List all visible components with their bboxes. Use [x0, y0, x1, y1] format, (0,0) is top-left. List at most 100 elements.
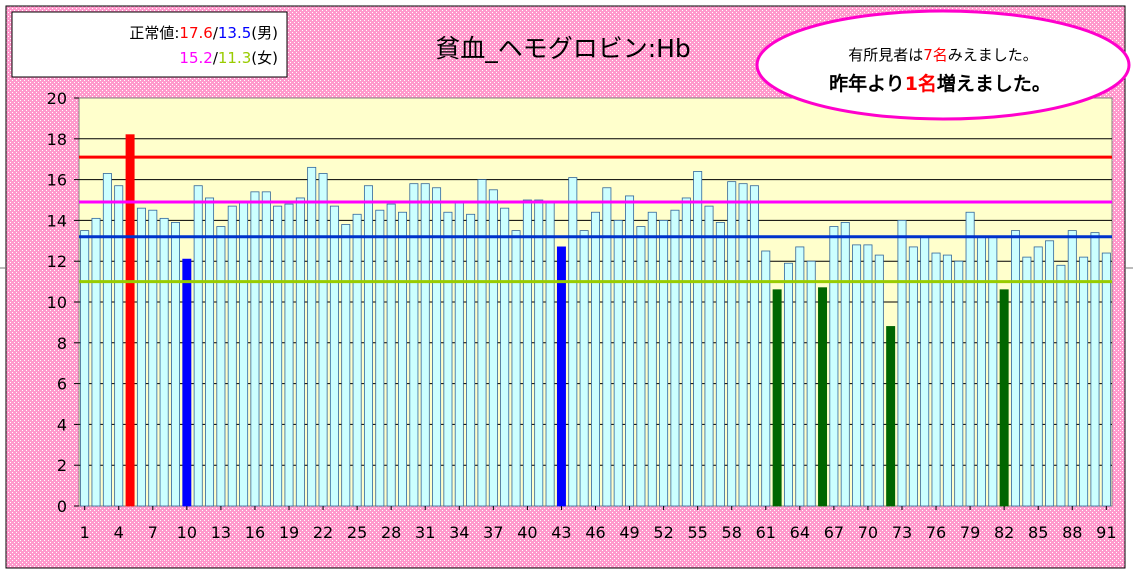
female-high-value: 15.2	[179, 49, 212, 67]
bar	[250, 191, 260, 507]
bar	[352, 213, 362, 507]
bar	[704, 205, 714, 507]
x-tick-label: 1	[80, 523, 90, 542]
x-tick-label: 19	[279, 523, 299, 542]
bar	[693, 171, 703, 507]
bar	[409, 183, 419, 507]
bar	[1022, 256, 1032, 507]
bar	[341, 224, 351, 507]
bar	[897, 219, 907, 507]
bar	[273, 205, 283, 507]
bar	[239, 201, 249, 507]
normal-label: 正常値:	[129, 24, 179, 42]
bar	[1045, 240, 1055, 507]
bar	[227, 205, 237, 507]
x-tick-label: 43	[551, 523, 571, 542]
callout-line2-num: 1名	[905, 72, 937, 95]
bar-male-low	[182, 258, 192, 507]
bar	[545, 201, 555, 507]
bar	[511, 230, 521, 507]
bar	[307, 166, 317, 507]
bar-male-low	[556, 246, 566, 507]
bar	[318, 173, 328, 507]
chart-title: 貧血_ヘモグロビン:Hb	[435, 34, 691, 63]
x-tick-label: 61	[756, 523, 776, 542]
bar	[602, 187, 612, 507]
y-tick-label: 8	[57, 334, 67, 353]
bar	[159, 217, 169, 507]
bar	[749, 185, 759, 507]
bar	[670, 209, 680, 507]
bar	[863, 244, 873, 507]
bar	[761, 250, 771, 507]
bar	[534, 199, 544, 507]
female-low-value: 11.3	[218, 49, 251, 67]
x-tick-label: 67	[824, 523, 844, 542]
bar	[568, 177, 578, 507]
bars	[80, 134, 1111, 507]
bar-female-low	[772, 289, 782, 507]
x-tick-label: 70	[858, 523, 878, 542]
x-tick-label: 13	[211, 523, 231, 542]
x-tick-label: 55	[687, 523, 707, 542]
bar	[284, 203, 294, 507]
normal-values-male: 正常値:17.6/13.5(男)	[129, 24, 278, 42]
bar-female-low	[818, 287, 828, 507]
bar	[386, 203, 396, 507]
x-tick-label: 34	[449, 523, 469, 542]
bar	[625, 195, 635, 507]
y-tick-label: 12	[47, 252, 67, 271]
callout-line1-num: 7名	[923, 46, 948, 64]
x-tick-label: 25	[347, 523, 367, 542]
callout-line2-post: 増えました。	[937, 72, 1051, 95]
female-separator: /	[213, 49, 219, 67]
x-tick-label: 73	[892, 523, 912, 542]
bar	[591, 211, 600, 507]
bar	[522, 199, 532, 507]
male-high-value: 17.6	[179, 24, 212, 42]
x-tick-label: 7	[148, 523, 158, 542]
y-tick-label: 18	[47, 130, 67, 149]
bar	[920, 236, 930, 507]
x-tick-label: 22	[313, 523, 333, 542]
female-suffix: (女)	[251, 49, 278, 67]
bar	[432, 187, 442, 507]
x-tick-label: 79	[960, 523, 980, 542]
bar	[942, 254, 952, 507]
y-axis-ticks: 0 2 4 6 8 10 12 14 16 18 20	[47, 89, 79, 516]
bar	[613, 219, 623, 507]
x-tick-label: 91	[1096, 523, 1116, 542]
bar	[954, 260, 964, 507]
bar	[738, 183, 748, 507]
male-suffix: (男)	[251, 24, 278, 42]
x-tick-label: 46	[585, 523, 605, 542]
x-tick-label: 64	[790, 523, 810, 542]
bar	[647, 211, 657, 507]
bar	[1033, 246, 1043, 507]
callout-line2: 昨年より1名増えました。	[829, 72, 1051, 95]
bar	[466, 213, 476, 507]
bar	[148, 209, 158, 507]
bar-female-low	[999, 289, 1009, 507]
bar	[398, 211, 408, 507]
bar	[976, 236, 986, 507]
bar	[375, 209, 385, 507]
bar	[1067, 230, 1077, 507]
callout-line1: 有所見者は7名みえました。	[848, 46, 1038, 64]
bar	[965, 211, 975, 507]
bar	[295, 197, 305, 507]
bar	[874, 254, 884, 507]
callout-line1-post: みえました。	[948, 46, 1038, 64]
y-tick-label: 20	[47, 89, 67, 108]
bar	[454, 201, 464, 507]
y-tick-label: 10	[47, 293, 67, 312]
reference-lines	[79, 155, 1112, 284]
bar	[931, 252, 941, 507]
x-tick-label: 40	[517, 523, 537, 542]
bar	[1056, 264, 1066, 507]
bar	[443, 211, 453, 507]
bar	[840, 222, 850, 507]
bar	[636, 226, 646, 507]
x-tick-label: 4	[114, 523, 124, 542]
